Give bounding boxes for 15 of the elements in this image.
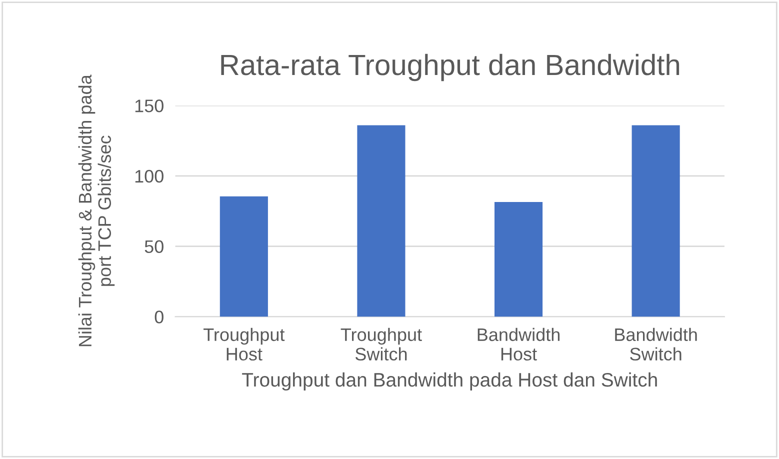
bar — [632, 125, 680, 317]
y-tick-label: 50 — [144, 240, 164, 254]
x-tick-label: Bandwidth Host — [478, 328, 560, 361]
y-axis-title: Nilai Troughput & Bandwidth pada port TCP Gbits/sec — [78, 74, 115, 346]
x-tick-label: Bandwidth Switch — [615, 328, 697, 361]
bar — [220, 196, 268, 317]
x-tick-label: Troughput Switch — [340, 328, 422, 361]
chart-title: Rata-rata Troughput dan Bandwidth — [221, 54, 680, 82]
y-tick-label: 0 — [154, 310, 164, 324]
y-tick-label: 100 — [135, 170, 164, 183]
y-tick-label: 150 — [135, 100, 164, 112]
bar — [494, 202, 543, 317]
x-tick-label: Troughput Host — [204, 328, 285, 361]
x-axis-title: Troughput dan Bandwidth pada Host dan Switch — [242, 372, 657, 391]
bar — [357, 125, 406, 317]
